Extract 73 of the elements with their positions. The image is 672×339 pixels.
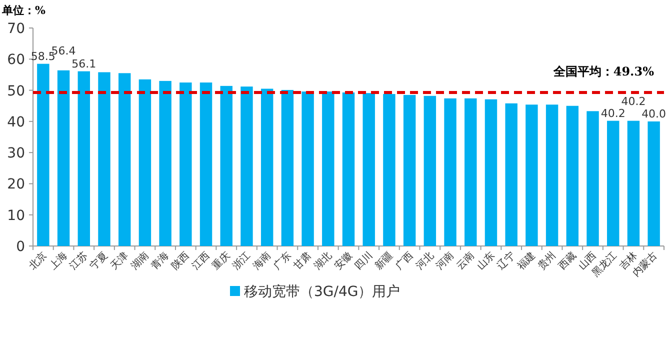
y-tick-label: 70 (7, 21, 25, 37)
x-tick-label: 重庆 (210, 250, 232, 272)
bar (342, 92, 355, 246)
x-tick-label: 贵州 (536, 250, 558, 272)
bar (57, 70, 70, 246)
y-tick-label: 20 (7, 176, 25, 193)
y-tick-label: 0 (16, 239, 25, 255)
x-tick-label: 浙江 (230, 250, 253, 272)
x-tick-label: 西藏 (556, 250, 579, 272)
bar (424, 96, 436, 246)
y-axis-title: 单位：% (1, 4, 46, 17)
ref-line-label: 全国平均：49.3% (552, 64, 655, 78)
y-tick-label: 60 (7, 52, 25, 68)
data-label: 40.2 (621, 94, 646, 108)
bar (648, 121, 660, 246)
x-tick-label: 广西 (393, 250, 416, 272)
bar (607, 120, 620, 246)
x-tick-label: 四川 (352, 250, 375, 272)
bar (403, 94, 416, 246)
bar (260, 88, 274, 246)
y-tick-label: 50 (7, 83, 25, 100)
bar (37, 64, 50, 246)
bar (180, 82, 192, 246)
y-tick-label: 30 (7, 146, 25, 162)
x-tick-label: 云南 (454, 250, 477, 272)
data-label: 40.2 (600, 106, 626, 120)
bar (200, 82, 212, 246)
x-tick-label: 安徽 (332, 250, 355, 272)
bar (526, 104, 538, 246)
bar (118, 73, 131, 246)
bar (383, 94, 396, 246)
x-tick-label: 福建 (515, 250, 538, 272)
x-tick-label: 湖南 (128, 250, 152, 272)
y-tick-label: 10 (7, 208, 25, 224)
x-tick-label: 甘肃 (291, 250, 314, 272)
x-tick-label: 北京 (26, 250, 50, 272)
bar (322, 92, 334, 246)
x-tick-label: 青海 (148, 250, 172, 272)
bar (220, 86, 232, 246)
bar (546, 104, 558, 246)
x-tick-label: 宁夏 (88, 250, 110, 272)
bar (586, 111, 599, 246)
data-label: 56.1 (72, 57, 96, 70)
bar (281, 90, 294, 246)
x-tick-label: 江西 (190, 250, 212, 272)
x-tick-label: 上海 (47, 250, 70, 272)
x-tick-label: 湖北 (312, 250, 334, 272)
x-tick-label: 新疆 (372, 250, 396, 272)
bar (566, 106, 579, 246)
bar (138, 79, 152, 246)
legend-label: 移动宽带（3G/4G）用户 (244, 284, 400, 300)
x-tick-label: 广东 (270, 250, 294, 272)
x-tick-label: 河北 (413, 250, 436, 272)
bar (484, 99, 498, 246)
x-tick-label: 河南 (434, 250, 456, 272)
x-tick-label: 天津 (108, 250, 131, 272)
y-tick-label: 40 (7, 114, 25, 130)
bar (505, 103, 518, 246)
bar (464, 98, 477, 246)
bar (98, 72, 110, 246)
x-tick-label: 江苏 (67, 250, 90, 272)
x-tick-label: 海南 (250, 250, 274, 272)
data-label: 40.0 (642, 107, 666, 120)
x-tick-label: 辽宁 (494, 250, 518, 272)
bar (302, 92, 314, 246)
bar (159, 80, 172, 246)
bar (362, 93, 375, 246)
bar (627, 120, 640, 246)
bar (240, 86, 253, 246)
x-tick-label: 陕西 (169, 250, 192, 272)
bar (78, 71, 90, 246)
bar (444, 98, 456, 246)
x-tick-label: 山东 (474, 250, 498, 272)
